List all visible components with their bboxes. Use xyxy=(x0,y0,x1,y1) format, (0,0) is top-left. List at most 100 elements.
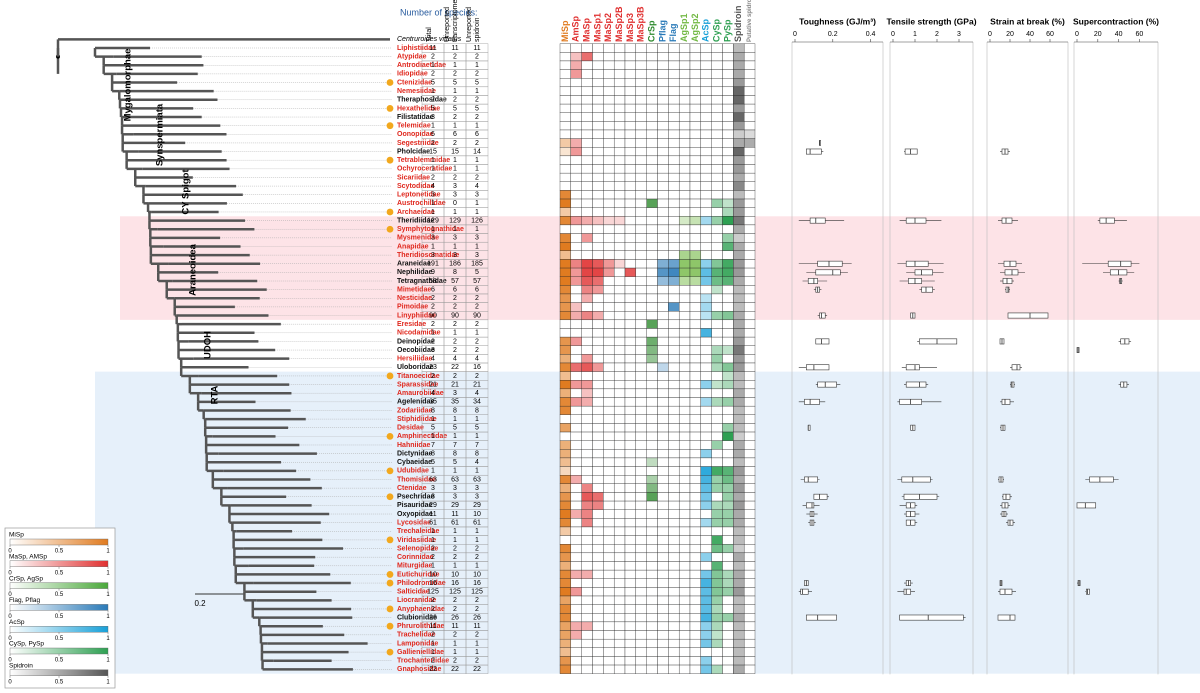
heatmap-cell xyxy=(635,129,647,139)
heatmap-cell xyxy=(581,52,593,62)
legend-tick-label: 1 xyxy=(106,679,110,685)
heatmap-cell xyxy=(711,492,723,502)
heatmap-cell xyxy=(743,52,756,62)
axis-tick-label: 60 xyxy=(1046,31,1054,38)
heatmap-cell xyxy=(559,52,572,62)
heatmap-cell xyxy=(624,242,637,251)
heatmap-cell xyxy=(570,164,582,174)
heatmap-cell xyxy=(613,172,626,182)
heatmap-cell xyxy=(689,112,702,122)
heatmap-cell xyxy=(743,336,756,346)
count-value: 16 xyxy=(429,580,437,587)
heatmap-cell xyxy=(635,630,647,640)
heatmap-cell xyxy=(613,647,626,657)
count-value: 2 xyxy=(431,554,435,561)
heatmap-cell xyxy=(570,595,582,605)
new-family-dot xyxy=(386,467,394,475)
count-value: 2 xyxy=(475,304,479,311)
heatmap-cell xyxy=(711,259,723,269)
heatmap-cell xyxy=(733,43,745,53)
count-value: 5 xyxy=(475,269,479,276)
heatmap-cell xyxy=(668,138,680,148)
heatmap-cell xyxy=(570,155,582,165)
count-value: 2 xyxy=(475,321,479,328)
heatmap-cell xyxy=(722,121,734,131)
heatmap-cell xyxy=(668,336,680,346)
heatmap-cell xyxy=(592,259,604,269)
heatmap-cell xyxy=(743,423,756,433)
heatmap-cell xyxy=(570,302,582,312)
heatmap-cell xyxy=(711,449,723,459)
box xyxy=(806,614,837,621)
family-name: Atypidae xyxy=(397,53,427,60)
heatmap-cell xyxy=(613,492,626,502)
heatmap-cell xyxy=(668,103,680,113)
heatmap-cell xyxy=(733,103,745,113)
heatmap-cell xyxy=(570,431,582,441)
heatmap-cell xyxy=(570,276,582,286)
heatmap-cell xyxy=(624,638,637,648)
heatmap-cell xyxy=(668,198,680,208)
heatmap-cell xyxy=(613,354,626,364)
family-name: Ochyroceratidae xyxy=(397,166,452,173)
heatmap-cell xyxy=(603,569,615,579)
family-name: Trochanteriidae xyxy=(397,658,449,665)
heatmap-cell xyxy=(678,328,691,338)
heatmap-cell xyxy=(603,181,615,191)
count-value: 61 xyxy=(429,519,437,526)
heatmap-cell xyxy=(711,138,723,148)
heatmap-cell xyxy=(613,302,626,312)
heatmap-cell xyxy=(700,121,712,131)
heatmap-cell xyxy=(689,129,702,139)
heatmap-cell xyxy=(722,345,734,355)
family-name: Theridiosomatidae xyxy=(397,252,459,259)
heatmap-cell xyxy=(678,595,691,605)
heatmap-cell xyxy=(733,638,745,648)
count-value: 3 xyxy=(431,114,435,121)
count-value: 5 xyxy=(431,425,435,432)
heatmap-cell xyxy=(689,155,702,165)
heatmap-cell xyxy=(722,311,734,321)
heatmap-cell xyxy=(711,207,723,217)
heatmap-cell xyxy=(700,207,712,217)
count-value: 1 xyxy=(453,88,457,95)
heatmap-cell xyxy=(722,267,734,277)
heatmap-cell xyxy=(711,267,723,277)
heatmap-cell xyxy=(743,60,756,70)
heatmap-cell xyxy=(657,621,669,631)
new-family-dot xyxy=(386,122,394,130)
box xyxy=(899,614,964,621)
heatmap-cell xyxy=(711,78,723,88)
heatmap-cell xyxy=(733,95,745,105)
heatmap-cell xyxy=(657,483,669,493)
heatmap-cell xyxy=(646,457,658,467)
count-value: 35 xyxy=(451,399,459,406)
count-value: 2 xyxy=(431,606,435,613)
heatmap-cell xyxy=(635,500,647,510)
heatmap-cell xyxy=(711,621,723,631)
count-value: 10 xyxy=(429,571,437,578)
heatmap-cell xyxy=(581,518,593,528)
heatmap-cell xyxy=(700,638,712,648)
heatmap-cell xyxy=(733,69,745,79)
heatmap-cell xyxy=(646,552,658,562)
box xyxy=(997,614,1016,621)
heatmap-cell xyxy=(592,414,604,424)
heatmap-cell xyxy=(570,500,582,510)
heatmap-cell xyxy=(635,509,647,519)
count-value: 4 xyxy=(431,183,435,190)
heatmap-cell xyxy=(581,319,593,329)
family-name: Selenopidae xyxy=(397,545,438,552)
count-value: 2 xyxy=(453,658,457,665)
heatmap-cell xyxy=(613,500,626,510)
family-name: Oonopidae xyxy=(397,131,434,138)
heatmap-cell xyxy=(657,630,669,640)
heatmap-cell xyxy=(613,259,626,269)
count-value: 1 xyxy=(453,157,457,164)
family-name: Anyphaenidae xyxy=(397,606,445,613)
heatmap-cell xyxy=(657,380,669,390)
heatmap-cell xyxy=(733,423,745,433)
heatmap-cell xyxy=(559,224,572,234)
heatmap-cell xyxy=(603,526,615,536)
heatmap-cell xyxy=(733,224,745,234)
